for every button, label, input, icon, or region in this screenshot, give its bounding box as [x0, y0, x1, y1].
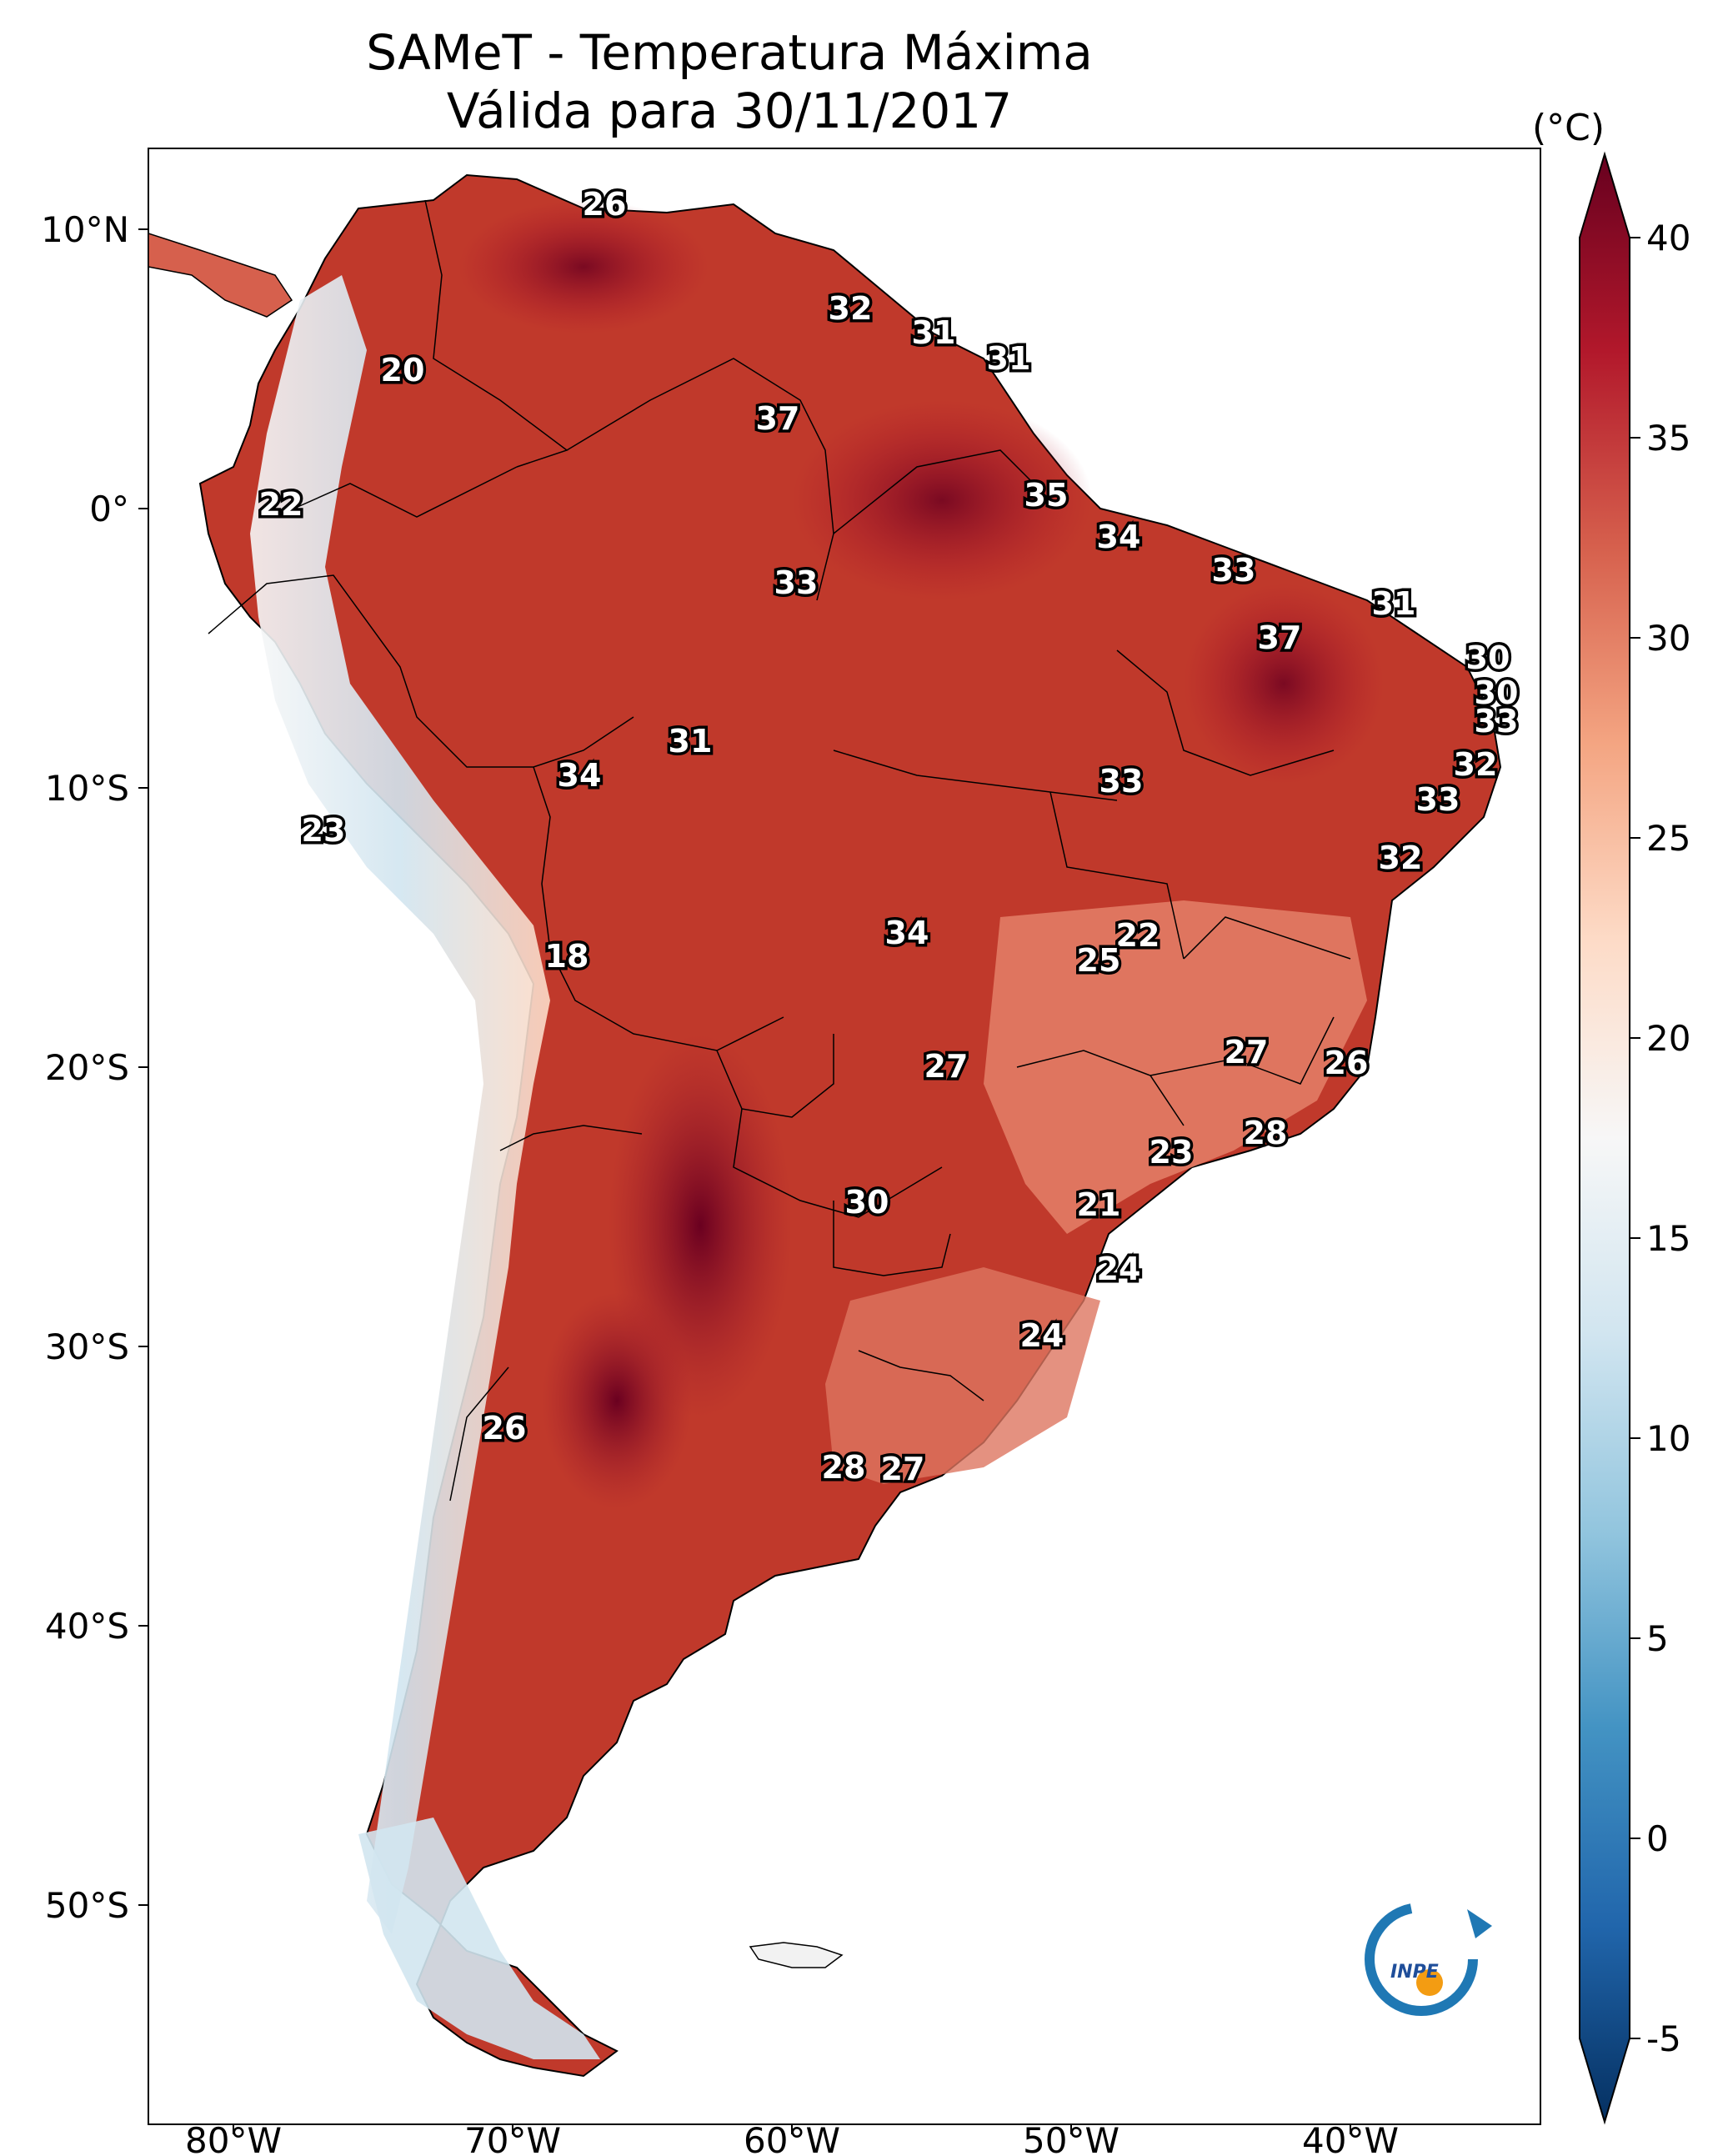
contour-label: 22 — [259, 486, 303, 523]
contour-label: 31 — [912, 314, 956, 351]
contour-label: 30 — [1475, 674, 1519, 711]
logo-blue-ring — [1365, 1903, 1478, 2016]
hot-core-northeast — [1184, 584, 1384, 784]
contour-label: 27 — [881, 1451, 925, 1487]
lat-tick-label: 20°S — [45, 1047, 129, 1088]
lat-tick-label: 30°S — [45, 1326, 129, 1367]
inpe-logo: INPE — [1365, 1903, 1492, 2016]
lon-tick-label: 50°W — [1023, 2120, 1119, 2156]
contour-label: 30 — [845, 1184, 889, 1221]
contour-label: 31 — [1372, 585, 1416, 622]
contour-labels: 2620223231313735343333313730303332333134… — [256, 183, 1521, 1491]
hot-core-north — [458, 200, 709, 333]
title-line-2: Válida para 30/11/2017 — [446, 83, 1013, 139]
colorbar-tick-label: 10 — [1646, 1418, 1690, 1459]
contour-label: 33 — [1212, 552, 1256, 589]
lat-tick-label: 50°S — [45, 1885, 129, 1926]
andes-cool-band — [250, 275, 550, 1934]
lat-tick-label: 10°S — [45, 768, 129, 809]
colorbar-tick-label: 25 — [1646, 818, 1690, 859]
lon-tick-label: 70°W — [464, 2120, 561, 2156]
contour-label: 24 — [1020, 1317, 1064, 1354]
contour-label: 30 — [1466, 639, 1510, 676]
longitude-axis: 80°W 70°W 60°W 50°W 40°W — [185, 2120, 1399, 2156]
contour-label: 22 — [1116, 917, 1160, 954]
contour-label: 25 — [1077, 942, 1121, 979]
country-borders — [208, 199, 1351, 1502]
logo-arrow — [1467, 1909, 1492, 1938]
contour-label: 37 — [756, 400, 800, 437]
latitude-axis: 10°N 0° 10°S 20°S 30°S 40°S 50°S — [41, 209, 148, 1926]
colorbar-tick-label: 35 — [1646, 418, 1690, 459]
contour-label: 28 — [822, 1449, 866, 1486]
contour-label: 37 — [1258, 619, 1302, 656]
contour-label: 27 — [924, 1048, 969, 1085]
contour-label: 28 — [1244, 1115, 1288, 1151]
contour-label: 21 — [1077, 1186, 1121, 1223]
contour-label: 27 — [1225, 1034, 1269, 1070]
lat-tick-label: 10°N — [41, 209, 129, 250]
contour-label: 20 — [381, 352, 425, 389]
logo-text: INPE — [1390, 1962, 1439, 1983]
colorbar-tick-label: 5 — [1646, 1618, 1669, 1659]
colorbar-body — [1579, 151, 1630, 2125]
south-cooler-region — [825, 1267, 1100, 1484]
lat-tick-label: 0° — [89, 489, 129, 529]
colorbar: 40 35 30 25 20 15 10 5 0 -5 — [1579, 151, 1690, 2125]
colorbar-tick-label: 20 — [1646, 1018, 1690, 1059]
contour-label: 34 — [885, 915, 929, 951]
contour-label: 32 — [829, 290, 873, 327]
contour-label: 35 — [1024, 477, 1069, 514]
contour-label: 34 — [1097, 519, 1141, 555]
lon-tick-label: 60°W — [744, 2120, 840, 2156]
contour-label: 31 — [987, 340, 1031, 377]
contour-label: 31 — [669, 723, 713, 760]
southeast-cooler-region — [984, 900, 1367, 1234]
contour-label: 24 — [1097, 1251, 1141, 1287]
map-title: SAMeT - Temperatura Máxima Válida para 3… — [0, 23, 1459, 140]
contour-label: 33 — [1099, 763, 1144, 800]
contour-label: 33 — [774, 564, 819, 601]
falkland-islands — [749, 1942, 844, 1968]
colorbar-tick-label: 15 — [1646, 1218, 1690, 1259]
contour-label: 18 — [545, 938, 589, 975]
continent-layer — [148, 173, 1502, 2078]
logo-orange-dot — [1416, 1969, 1443, 1996]
central-america — [148, 233, 293, 318]
lat-tick-label: 40°S — [45, 1606, 129, 1647]
contour-label: 26 — [483, 1410, 527, 1447]
colorbar-ticks: 40 35 30 25 20 15 10 5 0 -5 — [1630, 218, 1690, 2059]
lon-tick-label: 80°W — [185, 2120, 282, 2156]
colorbar-tick-label: 40 — [1646, 218, 1690, 258]
contour-label: 34 — [558, 757, 602, 794]
contour-label: 32 — [1379, 840, 1423, 876]
contour-label: 26 — [1325, 1045, 1369, 1081]
title-line-1: SAMeT - Temperatura Máxima — [366, 24, 1093, 81]
colorbar-tick-label: -5 — [1646, 2018, 1681, 2059]
patagonia-cool — [358, 1818, 600, 2059]
contour-label: 33 — [1475, 703, 1519, 740]
contour-label: 23 — [302, 812, 346, 849]
hot-core-amazon — [792, 400, 1092, 600]
colorbar-tick-label: 0 — [1646, 1818, 1669, 1859]
colorbar-tick-label: 30 — [1646, 618, 1690, 659]
contour-label: 23 — [1150, 1134, 1194, 1171]
contour-label: 26 — [583, 186, 627, 223]
lon-tick-label: 40°W — [1302, 2120, 1399, 2156]
colorbar-unit: (°C) — [1532, 107, 1605, 149]
contour-label: 32 — [1454, 746, 1498, 783]
contour-label: 33 — [1416, 781, 1460, 818]
hot-core-pampa — [542, 1292, 692, 1509]
